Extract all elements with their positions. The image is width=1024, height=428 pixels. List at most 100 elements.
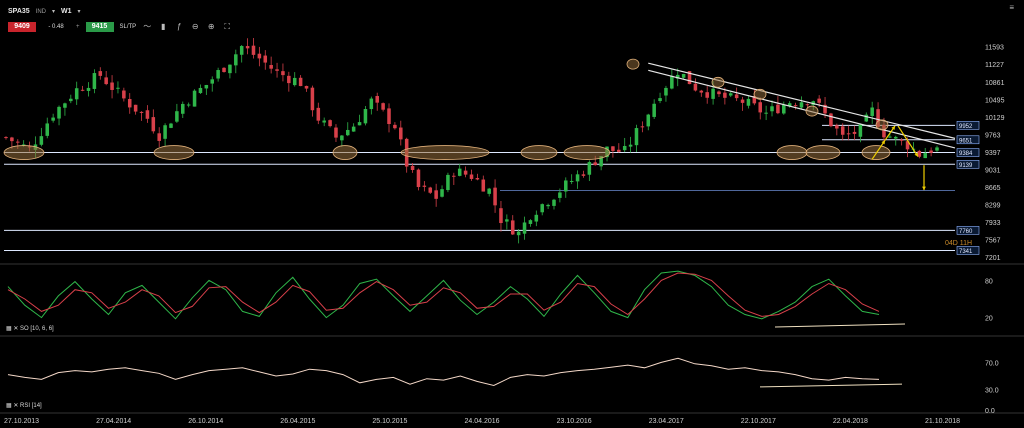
candle-body <box>381 103 385 110</box>
candle-body <box>687 71 692 85</box>
rsi-divergence-line <box>759 383 903 388</box>
candle-body <box>681 73 686 78</box>
arrow-head <box>881 140 885 145</box>
candle-body <box>369 98 374 110</box>
candle-body <box>705 92 709 98</box>
sl-tp-button[interactable]: SL/TP <box>119 23 137 30</box>
candle-body <box>505 219 509 222</box>
y-tick-label: 9397 <box>985 150 1001 157</box>
arrow-head <box>914 152 918 157</box>
candle-body <box>611 146 615 151</box>
candle-body <box>363 109 368 124</box>
spread-value: - 0.48 <box>48 23 64 30</box>
candle-body <box>746 98 751 106</box>
candle-body <box>92 73 97 89</box>
indicators-icon[interactable]: ƒ <box>176 22 182 31</box>
zoom-out-icon[interactable]: ⊖ <box>191 22 199 31</box>
price-level-label: 7341 <box>959 249 973 255</box>
candle-body <box>316 107 321 121</box>
price-level-badge <box>956 121 980 130</box>
buy-button[interactable]: 9415 <box>85 21 114 32</box>
candle-body <box>770 106 774 112</box>
resistance-touch-marker <box>753 88 767 100</box>
price-level-label: 9952 <box>959 124 973 130</box>
projection-arrow <box>897 125 919 157</box>
candle-body <box>628 144 633 147</box>
support-touch-marker <box>776 145 808 160</box>
candle-body <box>728 93 733 96</box>
candle-body <box>86 87 91 91</box>
rsi-title: ▦ ✕ RSI [14] <box>6 403 42 409</box>
timeframe-selector[interactable]: W1 <box>61 8 72 15</box>
candle-body <box>840 126 845 135</box>
price-level-badge <box>956 135 980 145</box>
candle-body <box>463 170 468 175</box>
y-tick-label: 11227 <box>985 62 1004 69</box>
candle-body <box>245 46 250 49</box>
fullscreen-icon[interactable]: ⛶ <box>224 21 230 31</box>
candle-body <box>652 103 656 117</box>
price-level-label: 9651 <box>959 138 973 144</box>
symbol-dropdown-icon[interactable]: ▾ <box>52 9 56 15</box>
candle-body <box>723 92 727 98</box>
candle-body <box>446 174 450 191</box>
candle-body <box>711 88 715 99</box>
add-icon[interactable]: + <box>76 23 80 30</box>
candle-body <box>145 110 150 119</box>
candle-body <box>45 123 50 136</box>
x-tick-label: 26.04.2015 <box>280 418 315 425</box>
candle-body <box>469 174 474 179</box>
arrow-head <box>891 125 895 130</box>
candle-body <box>198 87 203 94</box>
line-chart-icon[interactable]: 〜 <box>143 22 152 31</box>
symbol-label[interactable]: SPA35 <box>8 8 30 15</box>
price-level-label: 9139 <box>959 163 973 169</box>
candle-body <box>617 149 621 152</box>
candle-body <box>793 105 798 107</box>
sell-button[interactable]: 9409 <box>8 21 36 32</box>
candle-body <box>740 99 745 103</box>
y-tick-label: 80 <box>985 278 993 285</box>
y-tick-label: 70.0 <box>985 360 999 367</box>
candle-body <box>151 117 156 132</box>
candle-body <box>239 46 244 55</box>
candle-body <box>122 90 126 99</box>
candle-body <box>98 71 103 76</box>
candle-body <box>693 83 698 91</box>
candle-body <box>929 150 933 153</box>
candle-body <box>599 156 603 167</box>
stoch-divergence-line <box>774 323 906 328</box>
candle-body <box>787 103 792 107</box>
y-tick-label: 9763 <box>985 132 1001 139</box>
candle-body <box>275 69 279 71</box>
support-touch-marker <box>332 145 358 160</box>
candle-body <box>393 124 397 129</box>
candle-body <box>80 89 85 91</box>
support-touch-marker <box>520 145 558 160</box>
y-tick-label: 7567 <box>985 238 1001 245</box>
candle-body <box>487 188 491 194</box>
candle-body <box>39 136 44 145</box>
zoom-in-icon[interactable]: ⊕ <box>207 22 215 31</box>
bar-chart-icon[interactable]: ▮ <box>161 22 166 31</box>
candle-body <box>917 150 922 157</box>
candle-body <box>522 222 527 234</box>
timeframe-dropdown-icon[interactable]: ▾ <box>77 9 81 15</box>
candle-body <box>204 84 209 89</box>
candle-body <box>228 64 232 74</box>
candle-body <box>234 54 238 66</box>
candle-body <box>858 124 863 137</box>
candle-body <box>564 180 568 192</box>
candle-body <box>888 136 892 138</box>
candle-body <box>263 55 268 63</box>
candle-body <box>169 123 173 128</box>
x-tick-label: 25.10.2015 <box>372 418 407 425</box>
candle-body <box>717 91 721 95</box>
candle-body <box>163 125 167 139</box>
y-tick-label: 30.0 <box>985 388 999 395</box>
candle-body <box>157 133 161 141</box>
candle-body <box>493 187 497 206</box>
candle-body <box>357 122 362 126</box>
menu-icon[interactable]: ≡ <box>1009 3 1014 12</box>
